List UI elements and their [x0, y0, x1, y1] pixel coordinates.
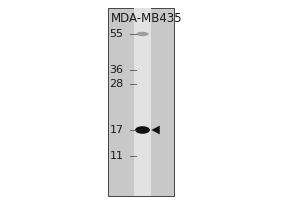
Text: 11: 11: [110, 151, 124, 161]
Text: 36: 36: [110, 65, 124, 75]
Text: 55: 55: [110, 29, 124, 39]
Text: MDA-MB435: MDA-MB435: [111, 12, 183, 25]
Text: 17: 17: [110, 125, 124, 135]
Polygon shape: [152, 126, 160, 134]
Text: 28: 28: [110, 79, 124, 89]
Ellipse shape: [135, 126, 150, 134]
Ellipse shape: [136, 32, 149, 36]
Bar: [108, 8, 174, 196]
Bar: [134, 8, 151, 196]
